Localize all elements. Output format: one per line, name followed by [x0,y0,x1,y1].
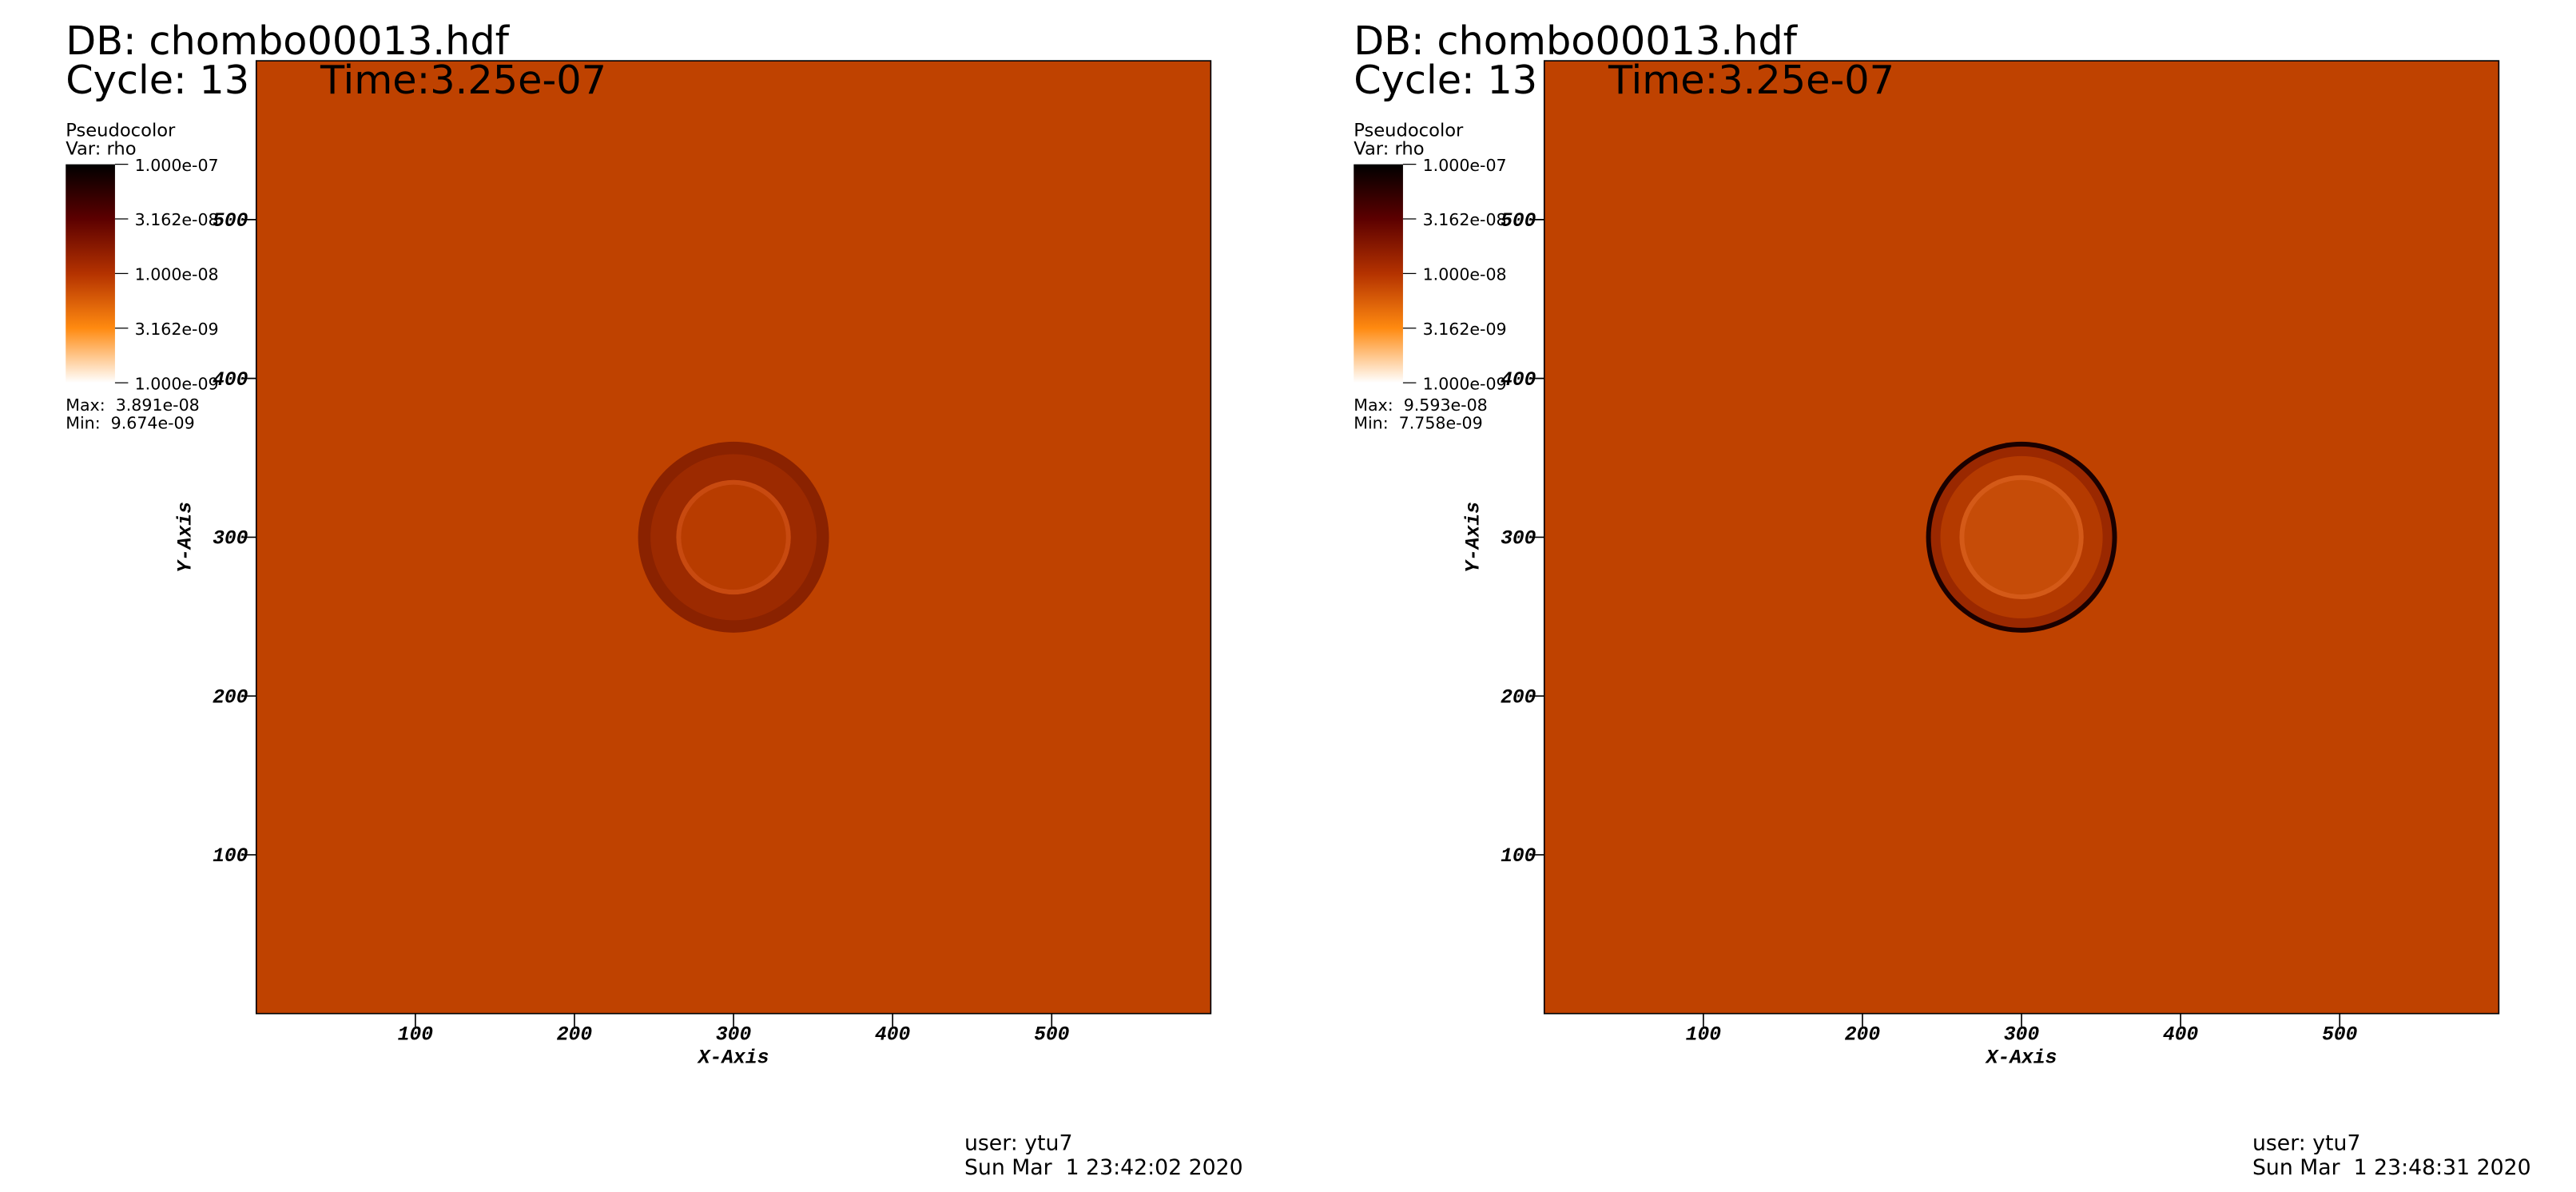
user: user: ytu7 [2252,1130,2361,1155]
colorbar-tick-label: 1.000e-07 [135,156,219,175]
y-tick-label: 300 [1501,528,1536,550]
date: Sun Mar 1 23:48:31 2020 [2252,1155,2531,1180]
colorbar [1354,164,1403,383]
legend-var: Var: rho [66,138,136,159]
y-tick-label: 500 [213,210,248,232]
y-axis-label: Y-Axis [175,502,197,573]
legend-title: Pseudocolor [66,121,176,141]
legend-title: Pseudocolor [1354,121,1464,141]
y-axis-label: Y-Axis [1463,502,1485,573]
colorbar-tick-label: 1.000e-09 [135,374,219,393]
colorbar-tick-label: 1.000e-07 [1423,156,1507,175]
core [681,484,786,590]
x-tick-label: 500 [1034,1024,1070,1047]
y-tick-label: 500 [1501,210,1536,232]
y-tick-label: 400 [1501,369,1536,391]
min-label: Min: 9.674e-09 [66,414,194,433]
y-tick-label: 200 [1501,686,1536,709]
colorbar [66,164,115,383]
max-label: Max: 3.891e-08 [66,395,200,415]
y-tick-label: 400 [213,369,248,391]
max-label: Max: 9.593e-08 [1354,395,1488,415]
x-axis-label: X-Axis [1985,1047,2057,1069]
min-label: Min: 7.758e-09 [1354,414,1482,433]
x-tick-label: 200 [557,1024,593,1047]
colorbar-tick-label: 3.162e-09 [135,320,219,339]
x-tick-label: 300 [2004,1024,2040,1047]
date: Sun Mar 1 23:42:02 2020 [964,1155,1243,1180]
time: Time:3.25e-07 [320,57,606,103]
colorbar-tick-label: 3.162e-09 [1423,320,1507,339]
cycle: Cycle: 13 [66,57,249,103]
legend-var: Var: rho [1354,138,1424,159]
db-name: DB: chombo00013.hdf [66,18,510,64]
time: Time:3.25e-07 [1608,57,1894,103]
user: user: ytu7 [964,1130,1073,1155]
colorbar-tick-label: 3.162e-08 [135,210,219,229]
y-tick-label: 300 [213,528,248,550]
x-tick-label: 500 [2322,1024,2358,1047]
core [1964,479,2079,595]
x-tick-label: 400 [875,1024,911,1047]
x-tick-label: 300 [716,1024,752,1047]
x-tick-label: 100 [1686,1024,1722,1047]
x-tick-label: 200 [1845,1024,1881,1047]
x-tick-label: 400 [2163,1024,2199,1047]
colorbar-tick-label: 1.000e-09 [1423,374,1507,393]
x-tick-label: 100 [398,1024,434,1047]
cycle: Cycle: 13 [1354,57,1537,103]
y-tick-label: 100 [1501,845,1536,868]
panel: 100 200 300 400 500 100 200 300 400 500 X-Axis Y-Ax… [1354,18,2531,1180]
y-tick-label: 200 [213,686,248,709]
y-tick-label: 100 [213,845,248,868]
colorbar-tick-label: 1.000e-08 [1423,265,1507,284]
panel: 100 200 300 400 500 100 200 300 400 500 X-Axis Y-Ax… [66,18,1243,1180]
colorbar-tick-label: 3.162e-08 [1423,210,1507,229]
x-axis-label: X-Axis [697,1047,769,1069]
db-name: DB: chombo00013.hdf [1354,18,1798,64]
colorbar-tick-label: 1.000e-08 [135,265,219,284]
